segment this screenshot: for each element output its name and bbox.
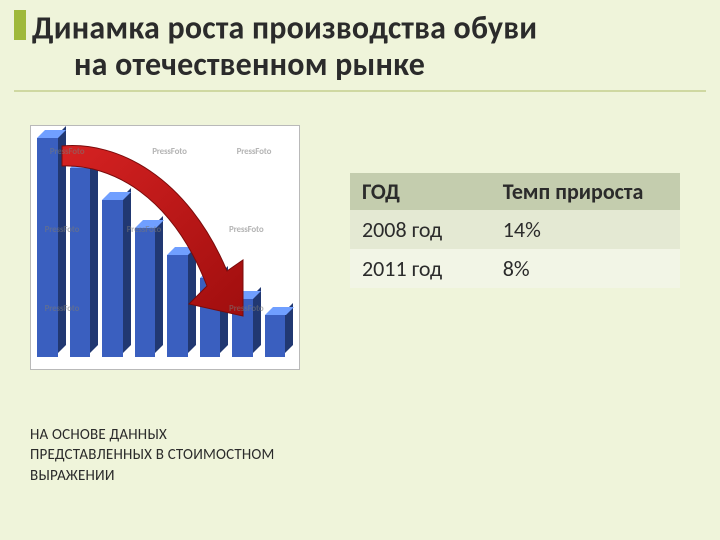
caption-line-2: ПРЕДСТАВЛЕННЫХ В СТОИМОСТНОМ — [30, 445, 275, 465]
title-underline — [14, 90, 706, 92]
content-area: PressFotoPressFotoPressFotoPressFotoPres… — [14, 125, 706, 526]
declining-bar-chart: PressFotoPressFotoPressFotoPressFotoPres… — [30, 125, 300, 370]
table-header-row: ГОД Темп прироста — [350, 173, 680, 210]
chart-bar — [200, 278, 229, 357]
chart-bar — [167, 255, 196, 357]
table-header-rate: Темп прироста — [491, 173, 680, 210]
chart-bar — [37, 138, 66, 357]
cell-year: 2011 год — [350, 249, 491, 288]
chart-bars — [37, 126, 293, 357]
chart-bar — [102, 200, 131, 357]
cell-rate: 14% — [491, 210, 680, 249]
caption-line-1: НА ОСНОВЕ ДАННЫХ — [30, 425, 275, 445]
chart-inner: PressFotoPressFotoPressFotoPressFotoPres… — [37, 132, 293, 363]
chart-bar — [70, 168, 99, 357]
title-accent-bar — [14, 10, 26, 40]
title-line-1: Динамка роста производства обуви — [32, 8, 537, 47]
slide-title: Динамка роста производства обуви на отеч… — [14, 10, 706, 92]
growth-rate-table: ГОД Темп прироста 2008 год14%2011 год8% — [350, 173, 680, 288]
table-row: 2008 год14% — [350, 210, 680, 249]
cell-year: 2008 год — [350, 210, 491, 249]
cell-rate: 8% — [491, 249, 680, 288]
slide: Динамка роста производства обуви на отеч… — [0, 0, 720, 540]
table-row: 2011 год8% — [350, 249, 680, 288]
chart-bar — [265, 315, 294, 357]
chart-bar — [135, 228, 164, 357]
chart-bar — [232, 299, 261, 357]
footnote-caption: НА ОСНОВЕ ДАННЫХ ПРЕДСТАВЛЕННЫХ В СТОИМО… — [30, 425, 275, 486]
title-line-2: на отечественном рынке — [74, 45, 425, 84]
table-header-year: ГОД — [350, 173, 491, 210]
caption-line-3: ВЫРАЖЕНИИ — [30, 466, 275, 486]
